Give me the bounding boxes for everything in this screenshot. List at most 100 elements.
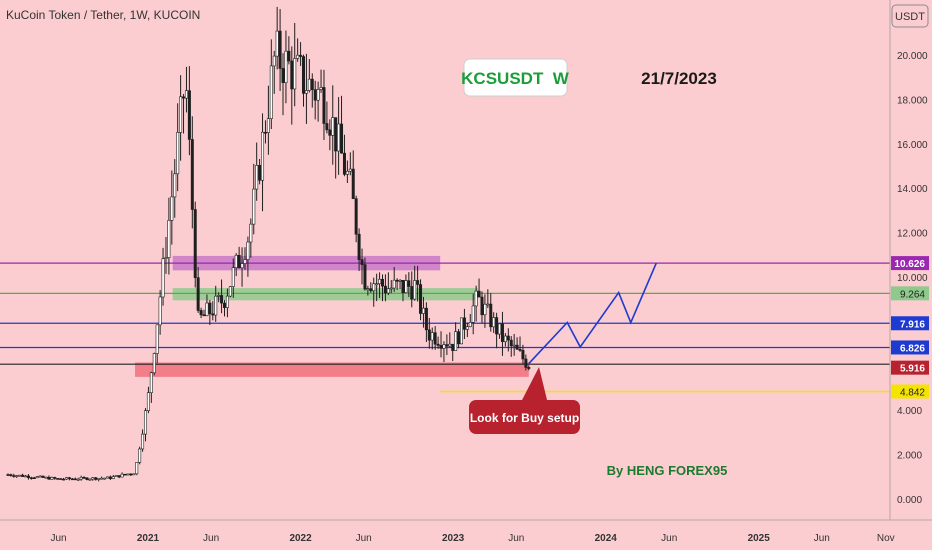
currency-badge-box — [891, 4, 929, 28]
candle — [278, 9, 282, 91]
candle-body — [351, 168, 355, 199]
candle — [252, 163, 256, 235]
price-level-badge: 5.916 — [891, 360, 929, 375]
candle — [161, 247, 165, 306]
candle — [94, 476, 98, 481]
candle — [143, 408, 147, 442]
candle — [363, 257, 367, 291]
candle — [354, 195, 358, 243]
candle-body — [430, 332, 434, 341]
candle-body — [258, 165, 262, 181]
candle — [515, 337, 519, 350]
candle — [173, 159, 177, 218]
candle-body — [462, 317, 466, 330]
candle-body — [94, 477, 98, 480]
time-tick-label: 2021 — [137, 533, 160, 544]
candle-body — [386, 288, 390, 294]
candle — [67, 476, 71, 481]
projection-path[interactable] — [528, 262, 658, 365]
candle — [471, 293, 475, 335]
candle — [155, 324, 159, 364]
candle — [135, 462, 139, 476]
candle-body — [451, 343, 455, 351]
time-tick-label: 2025 — [748, 533, 771, 544]
candle — [79, 475, 83, 481]
candle — [199, 307, 203, 319]
currency-badge[interactable]: USDT — [891, 4, 929, 28]
candle-body — [468, 322, 472, 327]
price-tick-label: 16.000 — [897, 140, 928, 151]
candle-body — [287, 50, 291, 62]
price-level-badge: 9.264 — [891, 286, 929, 301]
candle — [468, 314, 472, 328]
candle-body — [261, 131, 265, 181]
candle — [184, 66, 188, 113]
candle — [357, 228, 361, 271]
candle — [202, 309, 206, 317]
candle-body — [489, 303, 493, 328]
candle-body — [24, 475, 28, 478]
candle-body — [524, 358, 528, 368]
candle-body — [249, 223, 253, 243]
time-tick-label: Nov — [877, 533, 895, 544]
candle — [170, 170, 174, 245]
candle — [91, 477, 95, 481]
candle — [138, 446, 142, 465]
candle-body — [348, 168, 352, 172]
candle — [6, 473, 10, 476]
candle-body — [266, 118, 270, 133]
candle-body — [471, 305, 475, 323]
candle — [272, 50, 276, 94]
candle — [158, 290, 162, 335]
time-axis[interactable]: Jun 2021 Jun 2022 Jun 2023 Jun 2024 Jun 2025 Jun No… — [50, 533, 894, 544]
zone-demand[interactable] — [135, 362, 529, 377]
candle — [509, 336, 513, 357]
candle — [208, 299, 212, 325]
candle — [117, 475, 121, 479]
candle-body — [389, 287, 393, 290]
candle — [486, 289, 490, 308]
candle-body — [263, 131, 267, 134]
candle-body — [26, 475, 30, 478]
price-tick-label: 0.000 — [897, 495, 922, 506]
author-label[interactable]: By HENG FOREX95 — [607, 463, 728, 478]
candle — [141, 429, 145, 452]
candle-body — [158, 296, 162, 326]
pair-label-box[interactable]: KCSUSDT W — [461, 58, 570, 97]
candle-body — [392, 279, 396, 289]
candle — [459, 317, 463, 345]
candle-body — [436, 343, 440, 346]
candle — [304, 53, 308, 124]
price-level-badge-box — [891, 286, 929, 301]
candle-body — [220, 295, 224, 304]
levels-layer — [0, 262, 890, 393]
candle-body — [492, 317, 496, 328]
candle — [448, 332, 452, 348]
buy-setup-callout[interactable]: Look for Buy setup — [469, 367, 580, 434]
candle — [32, 476, 36, 480]
candle — [518, 336, 522, 352]
candle — [246, 236, 250, 277]
candle-body — [47, 476, 51, 480]
candle — [457, 328, 461, 349]
date-label[interactable]: 21/7/2023 — [641, 69, 717, 88]
currency-label: USDT — [895, 11, 925, 23]
candle-body — [193, 209, 197, 278]
candle-body — [141, 433, 145, 450]
candle — [114, 475, 118, 477]
candle-body — [500, 323, 504, 342]
candle-body — [413, 280, 417, 300]
candle — [351, 150, 355, 200]
candle — [18, 474, 22, 477]
candle — [73, 477, 77, 481]
candle — [26, 474, 30, 480]
candle-body — [448, 343, 452, 347]
candle-body — [179, 96, 183, 133]
candle — [383, 274, 387, 302]
candle-body — [12, 475, 16, 477]
candle — [38, 475, 42, 478]
candle-body — [76, 478, 80, 481]
candle-body — [170, 196, 174, 221]
candle-body — [246, 241, 250, 260]
